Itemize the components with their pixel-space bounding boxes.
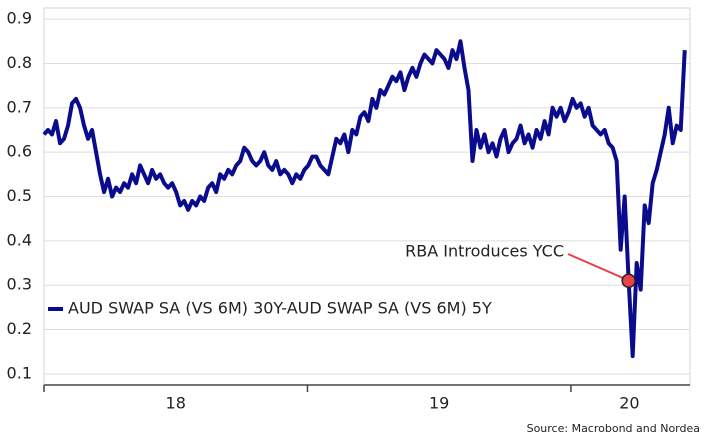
y-tick-label: 0.1 (7, 363, 32, 382)
y-tick-label: 0.2 (7, 319, 32, 338)
x-tick-label: 19 (429, 394, 449, 413)
y-tick-label: 0.5 (7, 186, 32, 205)
y-tick-label: 0.6 (7, 142, 32, 161)
y-tick-label: 0.7 (7, 97, 32, 116)
y-tick-label: 0.3 (7, 275, 32, 294)
y-tick-label: 0.9 (7, 9, 32, 28)
y-tick-label: 0.8 (7, 53, 32, 72)
series-line (42, 39, 687, 359)
y-tick-label: 0.4 (7, 230, 32, 249)
source-note: Source: Macrobond and Nordea (527, 422, 700, 435)
annotation-leader (567, 253, 624, 279)
x-tick-label: 20 (619, 394, 639, 413)
annotation-text: RBA Introduces YCC (405, 242, 564, 261)
annotation-point (621, 273, 636, 289)
x-tick-label: 18 (166, 394, 186, 413)
legend-label: AUD SWAP SA (VS 6M) 30Y-AUD SWAP SA (VS … (68, 299, 492, 318)
